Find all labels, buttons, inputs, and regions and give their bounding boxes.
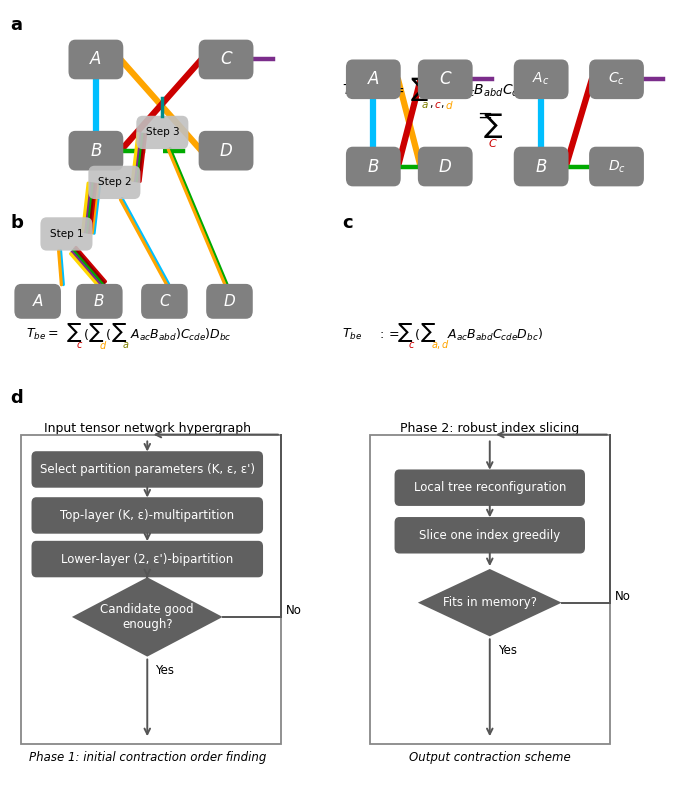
Text: $T_{be}=$: $T_{be}=$	[26, 327, 59, 343]
Polygon shape	[72, 577, 223, 657]
FancyBboxPatch shape	[589, 147, 644, 186]
Text: $,$: $,$	[429, 101, 434, 110]
Text: $T_{be}$: $T_{be}$	[342, 327, 362, 343]
FancyBboxPatch shape	[136, 116, 188, 149]
Text: A: A	[32, 294, 43, 308]
FancyBboxPatch shape	[76, 284, 123, 319]
Text: D: D	[223, 294, 236, 308]
Polygon shape	[418, 569, 562, 636]
FancyBboxPatch shape	[40, 217, 92, 251]
Text: Top-layer (K, ε)-multipartition: Top-layer (K, ε)-multipartition	[60, 509, 234, 522]
FancyBboxPatch shape	[346, 147, 401, 186]
FancyBboxPatch shape	[199, 131, 253, 170]
FancyBboxPatch shape	[589, 59, 644, 99]
Text: $a$: $a$	[421, 101, 429, 110]
Text: $=$: $=$	[473, 106, 493, 124]
Text: $($: $($	[105, 328, 112, 342]
Text: $c$: $c$	[434, 101, 441, 110]
Text: d: d	[10, 389, 23, 407]
Text: b: b	[10, 214, 23, 232]
Text: $D_c$: $D_c$	[608, 159, 625, 174]
Text: C: C	[221, 51, 232, 68]
Text: $d$: $d$	[445, 99, 453, 112]
Text: $A_{ac}B_{abd}C_{cde}D_{bc}$: $A_{ac}B_{abd}C_{cde}D_{bc}$	[452, 83, 554, 99]
FancyBboxPatch shape	[68, 131, 123, 170]
FancyBboxPatch shape	[395, 469, 585, 506]
Text: No: No	[615, 590, 631, 603]
Text: $,$: $,$	[440, 101, 445, 110]
Text: Phase 1: initial contraction order finding: Phase 1: initial contraction order findi…	[29, 751, 266, 764]
FancyBboxPatch shape	[514, 147, 569, 186]
Text: $C_c$: $C_c$	[608, 71, 625, 87]
Text: $c$: $c$	[76, 340, 84, 350]
Text: $A_{ac}B_{abd}C_{cde}D_{bc})$: $A_{ac}B_{abd}C_{cde}D_{bc})$	[447, 327, 543, 343]
FancyBboxPatch shape	[514, 59, 569, 99]
Text: Lower-layer (2, ε')-bipartition: Lower-layer (2, ε')-bipartition	[61, 553, 234, 565]
Text: B: B	[90, 142, 101, 159]
Text: $($: $($	[83, 328, 89, 342]
Text: C: C	[440, 71, 451, 88]
Text: $A_{ac}B_{abd})C_{cde})D_{bc}$: $A_{ac}B_{abd})C_{cde})D_{bc}$	[130, 327, 232, 343]
Text: C: C	[159, 294, 170, 308]
Text: B: B	[536, 158, 547, 175]
Text: Slice one index greedily: Slice one index greedily	[419, 529, 560, 542]
FancyBboxPatch shape	[418, 147, 473, 186]
Text: $\sum$: $\sum$	[66, 320, 82, 344]
FancyBboxPatch shape	[88, 166, 140, 199]
FancyBboxPatch shape	[346, 59, 401, 99]
Text: $\sum$: $\sum$	[88, 320, 104, 344]
Text: Yes: Yes	[155, 665, 175, 677]
Text: $a$: $a$	[122, 340, 129, 350]
Text: $a,d$: $a,d$	[431, 339, 450, 351]
FancyBboxPatch shape	[32, 451, 263, 488]
Text: $\sum$: $\sum$	[420, 320, 436, 344]
Text: Phase 2: robust index slicing: Phase 2: robust index slicing	[400, 422, 580, 435]
Text: A: A	[368, 71, 379, 88]
Text: $c$: $c$	[408, 340, 415, 350]
Text: Step 3: Step 3	[145, 128, 179, 137]
Text: Output contraction scheme: Output contraction scheme	[409, 751, 571, 764]
Text: D: D	[439, 158, 451, 175]
Text: No: No	[286, 604, 302, 617]
Text: $\sum$: $\sum$	[397, 320, 413, 344]
FancyBboxPatch shape	[199, 40, 253, 79]
Text: $\sum$: $\sum$	[111, 320, 127, 344]
Text: $($: $($	[414, 328, 421, 342]
Text: Select partition parameters (K, ε, ε'): Select partition parameters (K, ε, ε')	[40, 463, 255, 476]
Text: Step 2: Step 2	[97, 178, 132, 187]
Text: A: A	[90, 51, 101, 68]
FancyBboxPatch shape	[32, 541, 263, 577]
Text: D: D	[220, 142, 232, 159]
Text: Yes: Yes	[498, 644, 517, 657]
Text: Fits in memory?: Fits in memory?	[443, 596, 537, 609]
Text: Step 1: Step 1	[49, 229, 84, 239]
Text: $:=$: $:=$	[380, 84, 405, 98]
FancyBboxPatch shape	[68, 40, 123, 79]
Text: Input tensor network hypergraph: Input tensor network hypergraph	[44, 422, 251, 435]
Text: B: B	[94, 294, 105, 308]
Text: $A_c$: $A_c$	[532, 71, 550, 87]
FancyBboxPatch shape	[206, 284, 253, 319]
Text: $T_{be}$: $T_{be}$	[342, 83, 364, 99]
Text: a: a	[10, 16, 23, 34]
Text: $C$: $C$	[488, 136, 498, 149]
Text: B: B	[368, 158, 379, 175]
FancyBboxPatch shape	[141, 284, 188, 319]
Text: Local tree reconfiguration: Local tree reconfiguration	[414, 481, 566, 494]
FancyBboxPatch shape	[395, 517, 585, 554]
Text: $:=$: $:=$	[377, 328, 399, 341]
Text: $d$: $d$	[99, 339, 107, 351]
Text: c: c	[342, 214, 353, 232]
Text: $\sum$: $\sum$	[410, 75, 428, 103]
Text: Candidate good
enough?: Candidate good enough?	[101, 603, 194, 631]
Text: $\sum$: $\sum$	[483, 111, 503, 140]
FancyBboxPatch shape	[32, 497, 263, 534]
FancyBboxPatch shape	[14, 284, 61, 319]
FancyBboxPatch shape	[418, 59, 473, 99]
